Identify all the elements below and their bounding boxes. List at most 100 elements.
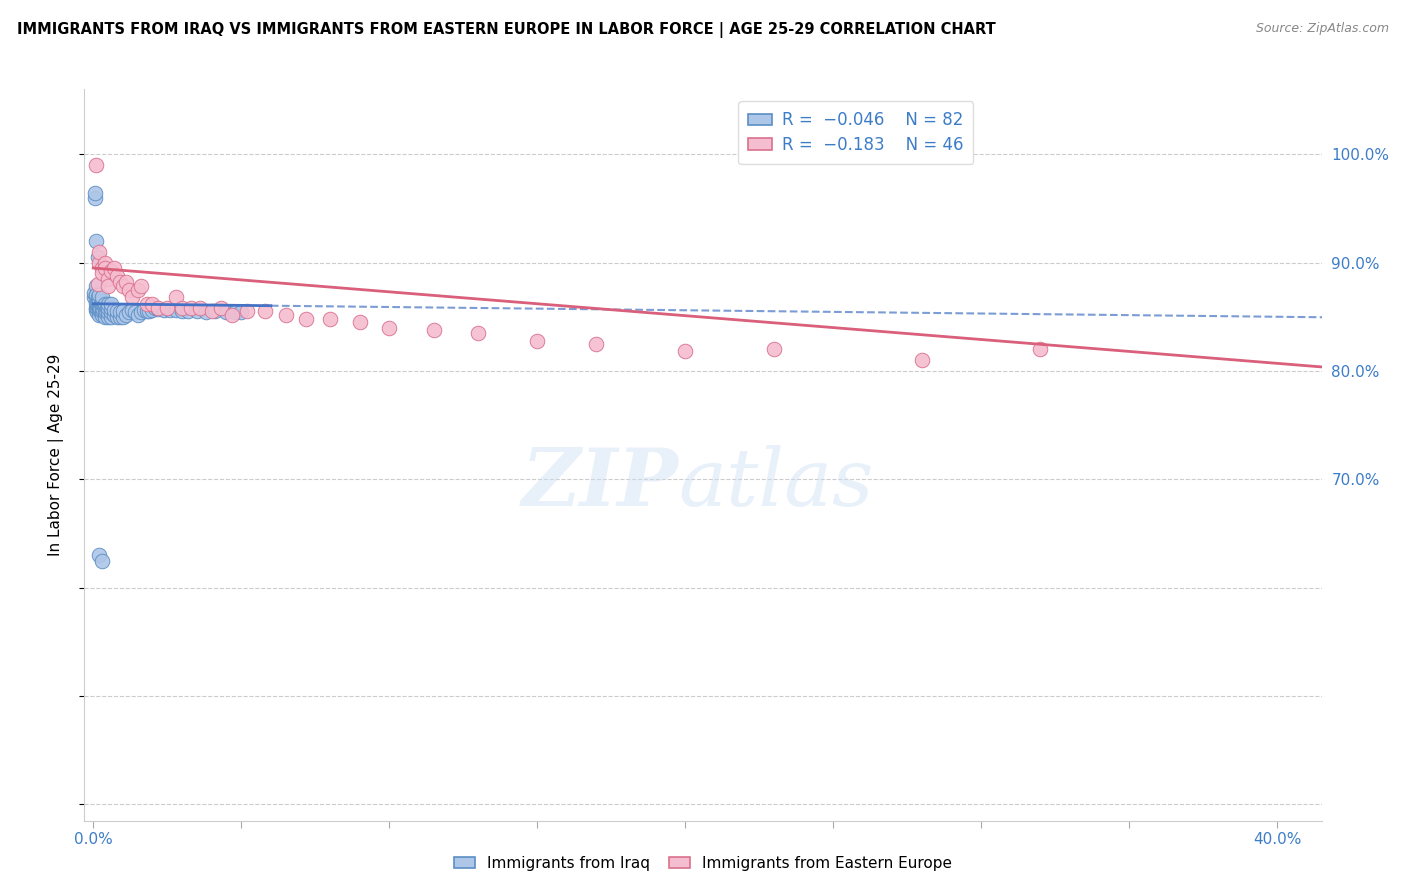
Text: atlas: atlas [678,445,873,523]
Point [209,301,232,315]
Point [84,301,107,315]
Point [201,304,224,318]
Point [180,301,202,315]
Text: ZIP: ZIP [522,445,678,523]
Point [673,344,696,359]
Point [91,267,114,281]
Text: IMMIGRANTS FROM IRAQ VS IMMIGRANTS FROM EASTERN EUROPE IN LABOR FORCE | AGE 25-2: IMMIGRANTS FROM IRAQ VS IMMIGRANTS FROM … [17,22,995,38]
Point [118,283,141,297]
Y-axis label: In Labor Force | Age 25-29: In Labor Force | Age 25-29 [48,354,63,556]
Point [105,268,128,283]
Point [188,301,211,315]
Point [94,260,117,275]
Point [91,553,114,567]
Point [91,297,114,311]
Point [378,320,401,334]
Point [111,304,134,318]
Point [96,301,118,315]
Point [422,323,444,337]
Point [585,336,607,351]
Point [236,304,259,318]
Point [97,301,120,315]
Point [194,305,217,319]
Point [170,304,193,318]
Point [87,290,110,304]
Point [165,303,187,318]
Point [89,244,111,259]
Point [349,315,371,329]
Point [97,279,120,293]
Point [103,303,125,318]
Point [86,299,108,313]
Point [274,308,297,322]
Point [84,295,107,310]
Point [89,293,111,308]
Point [526,334,548,348]
Point [89,303,111,318]
Point [100,310,122,324]
Point [91,304,114,318]
Point [93,299,115,313]
Point [156,301,179,315]
Point [1029,343,1052,357]
Point [84,288,107,302]
Point [94,297,117,311]
Point [148,301,170,315]
Point [148,302,170,317]
Point [153,303,176,318]
Point [141,297,163,311]
Point [135,304,157,318]
Point [83,190,105,204]
Point [97,272,120,286]
Point [145,301,167,315]
Point [124,305,146,319]
Point [177,304,200,318]
Point [100,264,122,278]
Point [170,301,193,315]
Point [91,293,114,308]
Point [83,290,105,304]
Point [129,279,152,293]
Point [111,279,134,293]
Point [165,290,187,304]
Point [86,301,108,315]
Point [231,305,253,319]
Point [84,303,107,318]
Point [135,297,157,311]
Point [319,312,342,326]
Point [105,304,128,318]
Point [103,308,125,322]
Point [97,305,120,319]
Point [86,297,108,311]
Point [121,303,143,318]
Point [84,279,107,293]
Point [763,343,786,357]
Point [108,275,131,289]
Point [114,275,136,289]
Point [186,304,208,318]
Legend: Immigrants from Iraq, Immigrants from Eastern Europe: Immigrants from Iraq, Immigrants from Ea… [447,850,959,877]
Point [83,285,105,300]
Point [94,255,117,269]
Legend: R =  −0.046    N = 82, R =  −0.183    N = 46: R = −0.046 N = 82, R = −0.183 N = 46 [738,101,973,164]
Point [89,299,111,313]
Point [105,310,128,324]
Point [87,304,110,318]
Point [159,303,181,318]
Point [94,301,117,315]
Point [129,305,152,319]
Text: Source: ZipAtlas.com: Source: ZipAtlas.com [1256,22,1389,36]
Point [114,308,136,322]
Point [204,304,226,318]
Point [97,310,120,324]
Point [94,310,117,324]
Point [118,305,141,319]
Point [103,260,125,275]
Point [91,303,114,318]
Point [89,308,111,322]
Point [86,250,108,264]
Point [89,255,111,269]
Point [91,260,114,275]
Point [100,297,122,311]
Point [97,297,120,311]
